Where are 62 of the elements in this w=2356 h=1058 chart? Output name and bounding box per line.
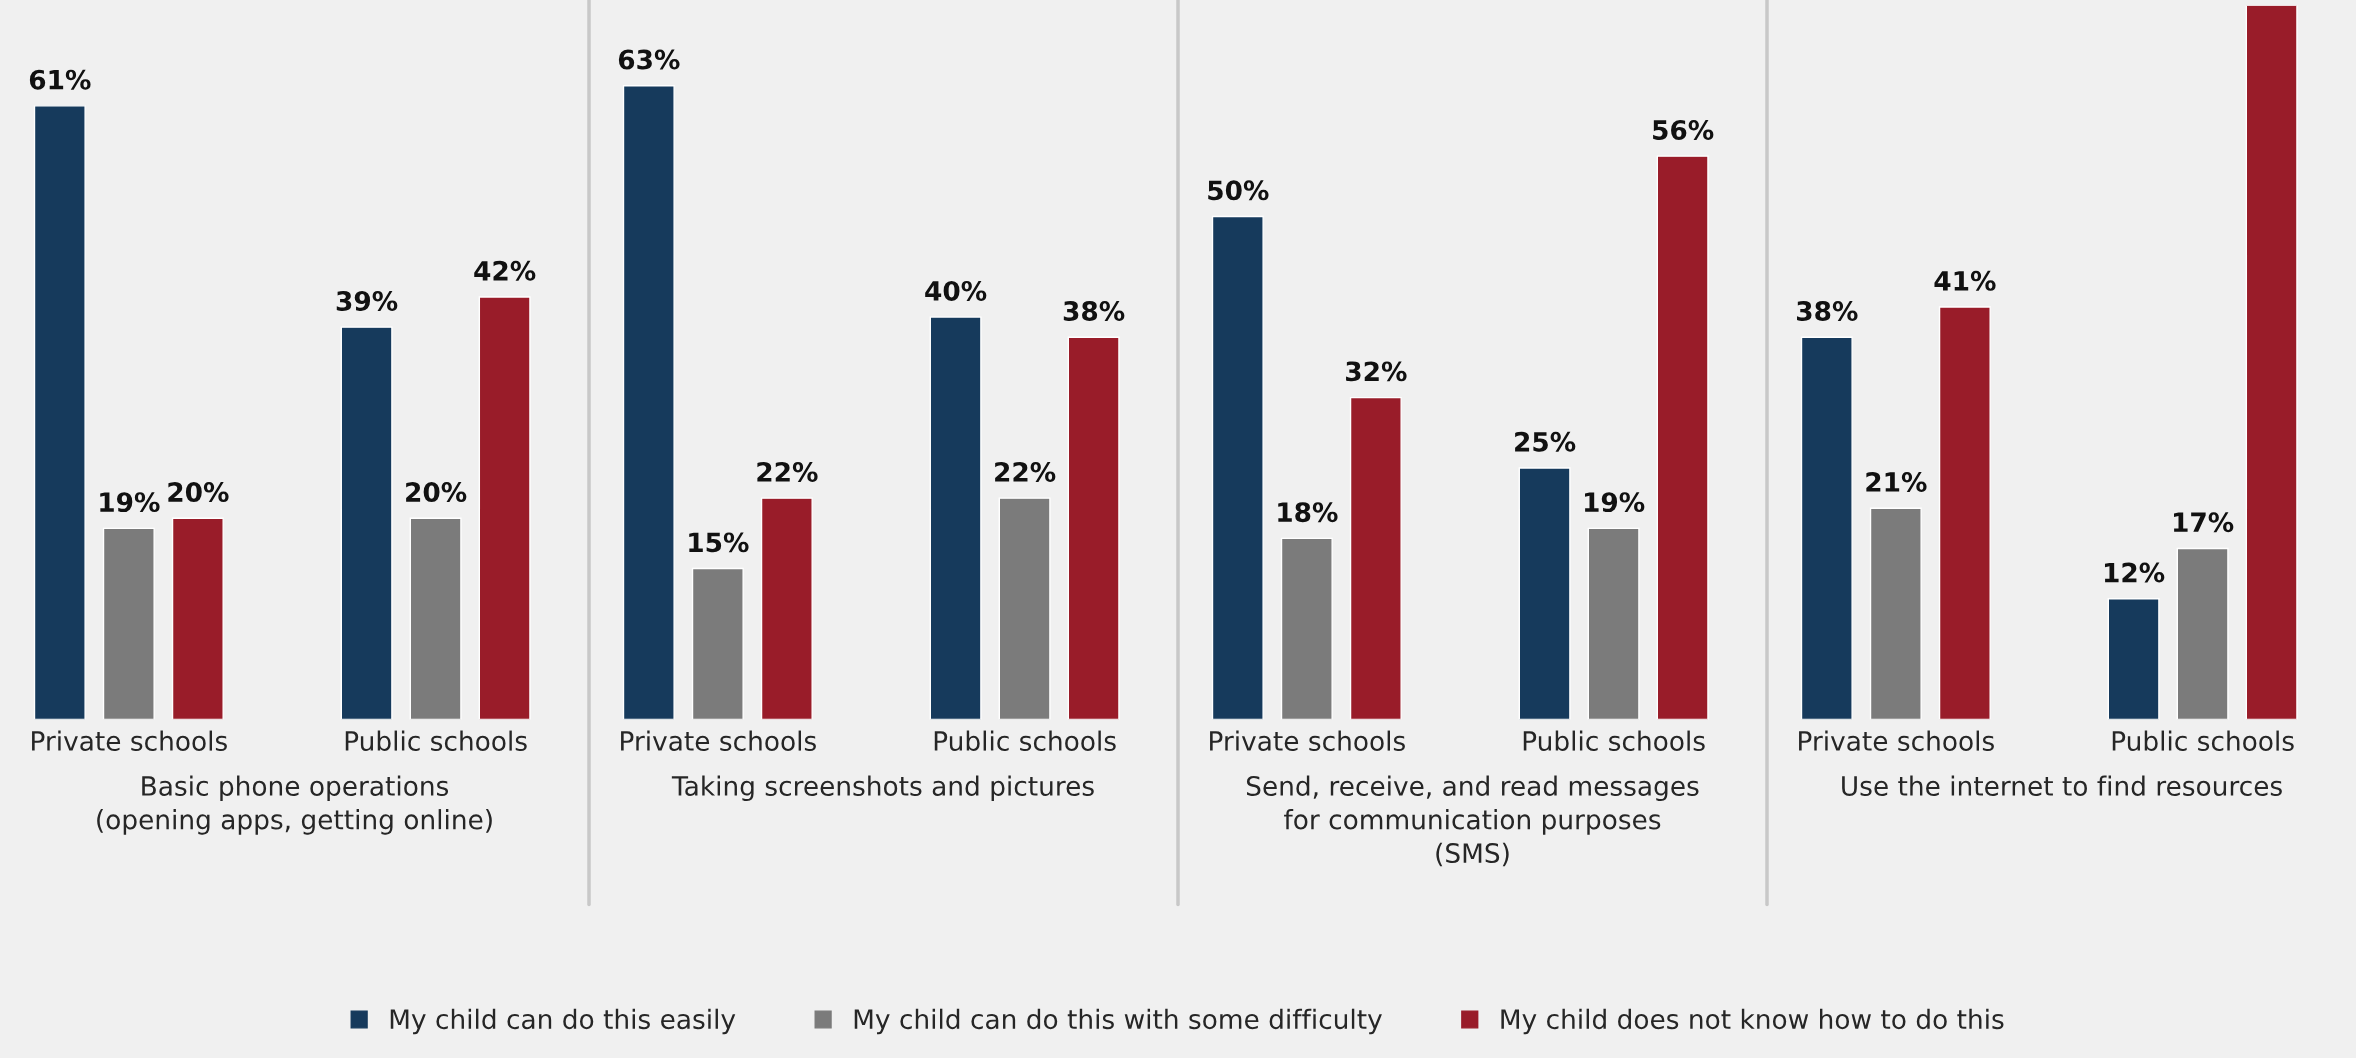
bar [33, 105, 86, 720]
data-label: 61% [29, 69, 91, 90]
data-label: 63% [618, 49, 680, 70]
data-label: 17% [2174, 512, 2234, 533]
bar [1067, 336, 1120, 720]
x-tick-label: Private schools [1799, 730, 1994, 751]
x-axis-title: Basic phone operations (opening apps, getting online) [97, 775, 492, 835]
x-axis-title: Send, receive, and read messages for communication purposes (SMS) [1246, 775, 1699, 867]
data-label: 20% [168, 482, 229, 503]
x-tick-label: Private schools [32, 730, 227, 751]
legend-label: My child can do this with some difficulty [854, 1008, 1382, 1035]
x-tick-label: Public schools [934, 730, 1116, 751]
bar [171, 517, 224, 720]
data-label: 39% [336, 290, 398, 311]
legend-label: My child can do this easily [390, 1008, 736, 1035]
bar [1938, 306, 1991, 720]
data-label: 18% [1278, 502, 1338, 523]
bar [1211, 215, 1264, 720]
bar [478, 296, 531, 720]
bar [1800, 336, 1853, 720]
bar [929, 316, 982, 720]
bar [2245, 5, 2298, 720]
bar [622, 85, 675, 720]
data-label: 38% [1063, 301, 1125, 321]
bar [998, 497, 1051, 720]
data-label: 42% [474, 260, 536, 281]
data-label: 21% [1866, 472, 1927, 492]
bar [1280, 537, 1333, 720]
data-label: 20% [406, 482, 467, 503]
bar [760, 497, 813, 720]
bar [409, 517, 462, 720]
data-label: 25% [1515, 431, 1576, 452]
bar [2107, 598, 2160, 720]
data-label: 40% [925, 280, 987, 301]
x-tick-label: Private schools [621, 730, 816, 751]
bar [340, 326, 393, 720]
data-label: 12% [2104, 562, 2165, 583]
data-label: 56% [1653, 119, 1714, 140]
data-label: 38% [1797, 301, 1858, 321]
x-tick-label: Public schools [345, 730, 527, 751]
x-tick-label: Private schools [1210, 730, 1405, 751]
x-axis-title: Use the internet to find resources [1842, 775, 2282, 796]
x-tick-label: Public schools [2112, 730, 2294, 751]
bar [691, 567, 744, 720]
bar [1518, 467, 1571, 720]
data-label: 15% [689, 532, 749, 553]
data-label: 19% [1585, 492, 1645, 513]
data-label: 22% [757, 461, 818, 482]
data-label: 41% [1934, 270, 1996, 291]
bar [2176, 547, 2229, 720]
bar [1587, 527, 1640, 720]
data-label: 32% [1346, 361, 1407, 382]
bar [102, 527, 155, 720]
bar [1656, 155, 1709, 720]
data-label: 50% [1208, 180, 1269, 201]
legend-label: My child does not know how to do this [1501, 1008, 2004, 1035]
bar [1349, 396, 1402, 720]
data-label: 19% [100, 492, 160, 513]
x-axis-title: Taking screenshots and pictures [671, 775, 1094, 802]
data-label: 22% [995, 461, 1056, 482]
x-tick-label: Public schools [1523, 730, 1705, 751]
bar [1869, 507, 1922, 720]
